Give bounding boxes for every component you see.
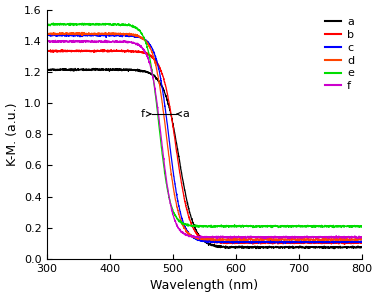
X-axis label: Wavelength (nm): Wavelength (nm) — [150, 280, 259, 292]
Y-axis label: K-M. (a.u.): K-M. (a.u.) — [6, 103, 19, 166]
Text: f: f — [141, 109, 151, 119]
Legend: a, b, c, d, e, f: a, b, c, d, e, f — [322, 15, 356, 94]
Text: a: a — [177, 109, 190, 119]
